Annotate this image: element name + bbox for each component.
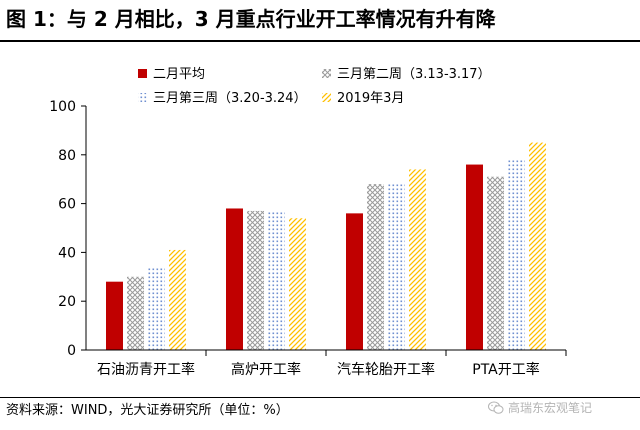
- bar: [169, 249, 186, 350]
- source-note: 资料来源：WIND，光大证券研究所（单位：%）: [6, 403, 289, 418]
- legend-label: 三月第三周（3.20-3.24）: [153, 91, 307, 106]
- legend-swatch: [322, 93, 331, 102]
- legend-label: 2019年3月: [337, 91, 404, 106]
- legend-label: 三月第二周（3.13-3.17）: [337, 67, 491, 82]
- bar: [289, 218, 306, 350]
- x-tick-label: 汽车轮胎开工率: [337, 361, 435, 378]
- y-tick-label: 80: [58, 148, 76, 164]
- bar: [148, 267, 165, 350]
- bar-chart: 二月平均 三月第二周（3.13-3.17） 三月第三周（3.20-3.24） 2019…: [49, 67, 567, 378]
- bar: [346, 213, 363, 350]
- bar: [487, 176, 504, 350]
- page-title: 图 1：与 2 月相比，3 月重点行业开工率情况有升有降: [6, 7, 496, 31]
- bar: [247, 210, 264, 350]
- y-tick-label: 100: [49, 99, 76, 115]
- watermark-text: 高瑞东宏观笔记: [508, 401, 593, 415]
- y-tick-label: 0: [67, 343, 76, 359]
- y-tick-label: 20: [58, 294, 76, 310]
- x-tick-label: 石油沥青开工率: [97, 361, 195, 378]
- y-tick-label: 60: [58, 197, 76, 213]
- legend-swatch: [138, 69, 147, 78]
- legend-label: 二月平均: [153, 67, 205, 82]
- bar: [388, 184, 405, 350]
- bar: [508, 159, 525, 350]
- watermark: 高瑞东宏观笔记: [488, 399, 592, 417]
- bar: [367, 184, 384, 350]
- x-tick-label: 高炉开工率: [231, 361, 301, 378]
- bar: [127, 276, 144, 350]
- y-tick-label: 40: [58, 245, 76, 261]
- chart-legend: 二月平均 三月第二周（3.13-3.17） 三月第三周（3.20-3.24） 2019…: [138, 67, 491, 106]
- plot-area: 0 20 40 60 80 100 石油沥青开工率 高炉开工率 汽车轮胎开工率 PTA开工率: [49, 99, 567, 378]
- legend-swatch: [138, 93, 147, 102]
- bar: [268, 210, 285, 350]
- bar: [409, 169, 426, 350]
- legend-swatch: [322, 69, 331, 78]
- wechat-icon: [488, 401, 504, 414]
- bar: [106, 281, 123, 350]
- title-divider: [0, 40, 640, 42]
- bar: [226, 208, 243, 350]
- bar: [466, 164, 483, 350]
- source-divider: [0, 397, 640, 398]
- bar: [529, 142, 546, 350]
- x-tick-label: PTA开工率: [472, 361, 539, 378]
